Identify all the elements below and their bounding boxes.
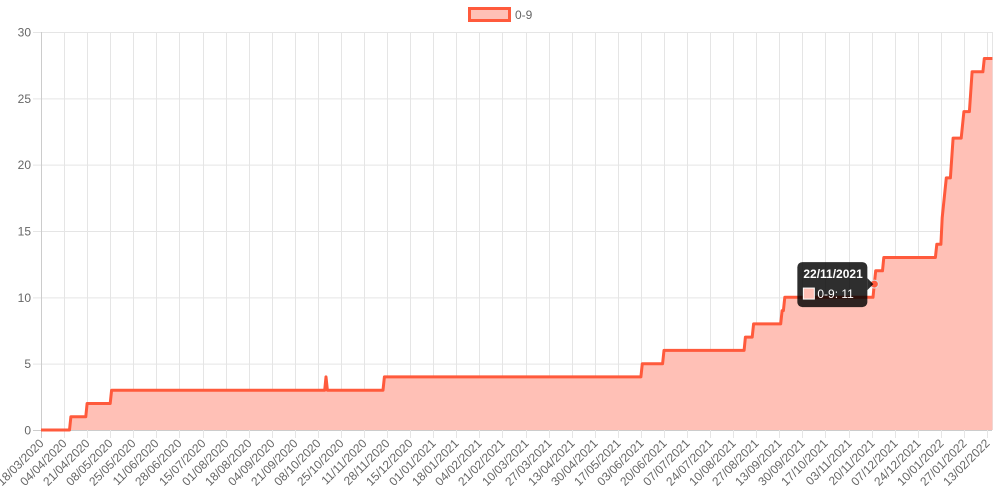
legend-swatch[interactable] bbox=[468, 7, 511, 22]
x-axis: 18/03/202004/04/202021/04/202008/05/2020… bbox=[0, 436, 993, 489]
y-axis: 0 5 10 15 20 25 30 bbox=[18, 26, 32, 438]
legend-label[interactable]: 0-9 bbox=[515, 8, 533, 22]
tooltip: 22/11/2021 0-9: 11 bbox=[797, 262, 879, 308]
y-tick-label: 10 bbox=[18, 291, 32, 305]
series-0-9 bbox=[41, 57, 993, 432]
tooltip-swatch bbox=[802, 287, 815, 300]
tooltip-label: 0-9: 11 bbox=[817, 287, 854, 301]
tooltip-caret bbox=[867, 278, 874, 291]
tooltip-title: 22/11/2021 bbox=[803, 267, 863, 281]
y-tick-label: 20 bbox=[18, 158, 32, 172]
y-tick-label: 15 bbox=[18, 225, 32, 239]
y-tick-label: 30 bbox=[18, 26, 32, 40]
y-tick-label: 25 bbox=[18, 92, 32, 106]
series-line bbox=[41, 57, 993, 432]
y-tick-label: 0 bbox=[24, 424, 31, 438]
y-tick-label: 5 bbox=[24, 357, 31, 371]
series-area bbox=[41, 58, 993, 430]
legend[interactable]: 0-9 bbox=[468, 7, 533, 22]
